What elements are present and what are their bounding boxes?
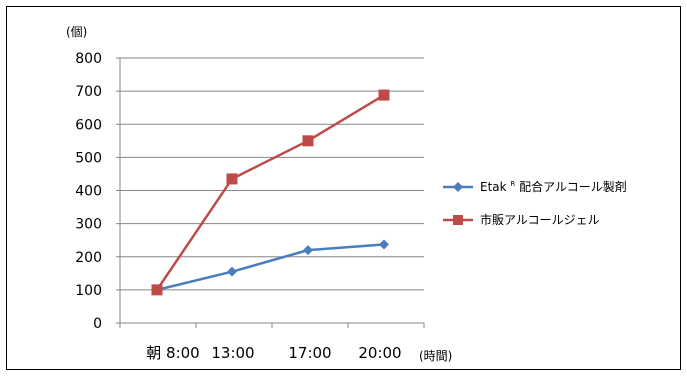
y-tick-label: 500 (75, 150, 102, 166)
data-point-series-1 (227, 266, 237, 277)
y-tick-label: 800 (75, 51, 102, 67)
y-tick-label: 0 (93, 316, 102, 332)
legend-label-series-1-main: Etak (480, 180, 507, 194)
legend: Etak R 配合アルコール製剤 市販アルコールジェル (443, 175, 627, 227)
data-point-series-2 (151, 284, 163, 296)
data-point-series-1 (379, 239, 389, 250)
data-point-series-2 (302, 135, 314, 147)
x-tick-label: 13:00 (211, 344, 254, 362)
data-point-series-1 (303, 245, 313, 256)
y-tick-label: 100 (75, 283, 102, 299)
x-axis: 朝 8:00 13:00 17:00 20:00 (119, 322, 425, 362)
chart-frame (6, 6, 681, 370)
legend-label-series-1-sup: R (510, 180, 515, 188)
y-tick-label: 300 (75, 217, 102, 233)
series-lines (155, 94, 385, 292)
x-tick-label: 20:00 (358, 344, 401, 362)
x-tick-label: 朝 8:00 (146, 344, 199, 362)
data-point-series-2 (378, 89, 390, 101)
x-tick-label: 17:00 (288, 344, 331, 362)
legend-marker-series-2 (453, 215, 463, 225)
legend-marker-series-1 (453, 182, 463, 192)
x-axis-unit-label: (時間) (419, 349, 452, 363)
series-line-1 (156, 243, 385, 292)
legend-label-series-1: Etak R 配合アルコール製剤 (480, 175, 627, 194)
gridlines (120, 57, 424, 291)
series-line-2 (155, 94, 385, 291)
y-axis-unit-label: (個) (66, 25, 87, 39)
y-tick-label: 400 (75, 184, 102, 200)
y-tick-label: 600 (75, 117, 102, 133)
legend-label-series-2: 市販アルコールジェル (480, 212, 600, 227)
series-markers (151, 89, 390, 296)
y-tick-label: 700 (75, 84, 102, 100)
data-point-series-2 (226, 173, 238, 185)
y-axis: 0 100 200 300 400 500 600 700 800 (75, 51, 121, 332)
y-tick-label: 200 (75, 250, 102, 266)
legend-label-series-1-rest: 配合アルコール製剤 (519, 179, 627, 194)
